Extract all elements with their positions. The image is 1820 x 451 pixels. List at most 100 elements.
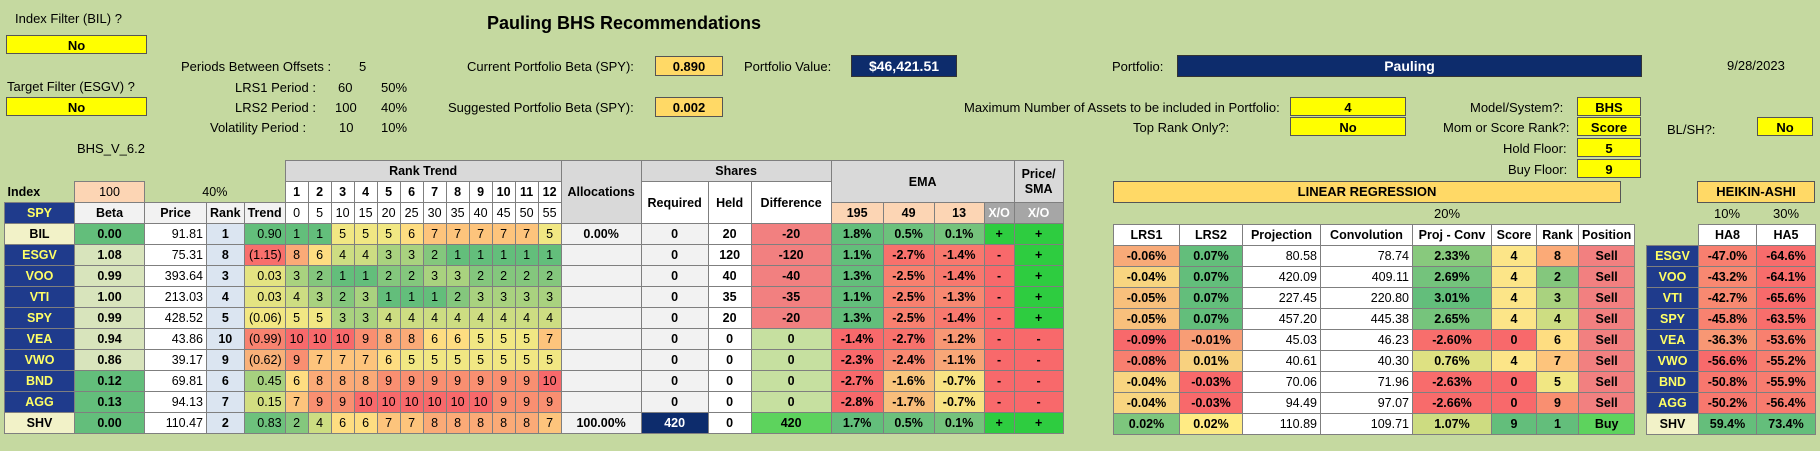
sma-xo-cell: + [1013, 244, 1064, 266]
trend-period-8: 8 [445, 181, 470, 203]
rank-trend-cell: 8 [376, 328, 401, 350]
convolution-cell: 109.71 [1320, 413, 1413, 435]
proj-conv-cell: -2.63% [1412, 371, 1492, 393]
lrs2-cell: 0.07% [1179, 308, 1243, 330]
difference-cell: 420 [750, 412, 832, 434]
lrs2-cell: -0.01% [1179, 329, 1243, 351]
model-input[interactable]: BHS [1577, 97, 1641, 116]
rank-cell: 5 [206, 307, 245, 329]
trend-cell: (0.99) [243, 328, 286, 350]
ha-col-ha8: HA8 [1698, 224, 1757, 246]
difference-cell: -40 [750, 265, 832, 287]
rank-trend-cell: 6 [353, 412, 378, 434]
held-cell: 0 [707, 349, 752, 371]
hold-floor-input[interactable]: 5 [1577, 138, 1641, 157]
mom-score-input[interactable]: Score [1577, 117, 1641, 136]
ema195-cell: 1.1% [830, 286, 884, 308]
ema-xo-cell: + [983, 412, 1015, 434]
rank-trend-cell: 5 [537, 349, 562, 371]
rank-cell: 9 [206, 349, 245, 371]
top-rank-input[interactable]: No [1290, 117, 1406, 136]
max-assets-input[interactable]: 4 [1290, 97, 1406, 116]
ticker-cell: VWO [4, 349, 75, 371]
ema-col-195: 195 [830, 202, 884, 224]
table-row: -0.04% 0.07% 420.09 409.11 2.69% 4 2 Sell [1113, 266, 1636, 288]
lr-weight-pct: 20% [1434, 206, 1461, 221]
allocation-cell [560, 391, 642, 413]
index-filter-input[interactable]: No [6, 35, 147, 54]
index-value: 100 [74, 181, 145, 203]
buy-floor-input[interactable]: 9 [1577, 159, 1641, 178]
position-cell: Sell [1577, 308, 1636, 330]
rank-trend-cell: 10 [445, 391, 470, 413]
ema-header: EMA [830, 160, 1015, 203]
rank-trend-cell: 8 [307, 370, 332, 392]
rank-trend-cell: 6 [284, 370, 309, 392]
position-cell: Sell [1577, 287, 1636, 309]
proj-conv-cell: 2.69% [1412, 266, 1492, 288]
price-cell: 393.64 [144, 265, 207, 287]
score-cell: 0 [1491, 329, 1537, 351]
lrs2-cell: 0.07% [1179, 266, 1243, 288]
required-cell: 0 [640, 370, 709, 392]
convolution-cell: 220.80 [1320, 287, 1413, 309]
target-filter-label: Target Filter (ESGV) ? [7, 79, 135, 94]
price-sma-header: Price/ SMA [1013, 160, 1064, 203]
table-row: -0.05% 0.07% 227.45 220.80 3.01% 4 3 Sell [1113, 287, 1636, 309]
ema195-cell: 1.3% [830, 265, 884, 287]
rank-trend-cell: 4 [445, 307, 470, 329]
rank-cell: 2 [206, 412, 245, 434]
rank-trend-cell: 9 [353, 328, 378, 350]
trend-period-1: 1 [284, 181, 309, 203]
rank-trend-cell: 4 [307, 412, 332, 434]
target-filter-input[interactable]: No [6, 97, 147, 116]
blsh-input[interactable]: No [1757, 117, 1813, 136]
volatility-pct: 10% [381, 120, 408, 135]
score-cell: 9 [1491, 413, 1537, 435]
ema-col-xo: X/O [983, 202, 1015, 224]
rank-trend-cell: 1 [514, 244, 539, 266]
difference-cell: -20 [750, 307, 832, 329]
ema13-cell: -0.7% [933, 370, 985, 392]
rank-trend-cell: 7 [468, 223, 493, 245]
rank-trend-cell: 1 [330, 265, 355, 287]
table-row: -0.04% -0.03% 70.06 71.96 -2.63% 0 5 Sell [1113, 371, 1636, 393]
price-cell: 69.81 [144, 370, 207, 392]
projection-cell: 80.58 [1242, 245, 1321, 267]
rank-trend-cell: 10 [537, 370, 562, 392]
ha-col-ha5: HA5 [1756, 224, 1816, 246]
lr-col-convolution: Convolution [1320, 224, 1413, 246]
position-cell: Sell [1577, 266, 1636, 288]
ha-ticker-cell: VEA [1646, 329, 1699, 351]
rank-trend-cell: 10 [468, 391, 493, 413]
difference-cell: 0 [750, 328, 832, 350]
ticker-cell: SHV [4, 412, 75, 434]
lrs2-cell: 0.02% [1179, 413, 1243, 435]
difference-cell: -35 [750, 286, 832, 308]
convolution-cell: 78.74 [1320, 245, 1413, 267]
rank-trend-cell: 5 [284, 307, 309, 329]
offsets-value: 5 [359, 59, 367, 74]
trend-period-4: 4 [353, 181, 378, 203]
ticker-cell: VTI [4, 286, 75, 308]
rank-trend-cell: 3 [284, 265, 309, 287]
portfolio-name[interactable]: Pauling [1177, 55, 1642, 77]
trend-offset-40: 40 [468, 202, 493, 224]
table-row: SHV 59.4% 73.4% [1646, 413, 1816, 435]
rank-trend-cell: 6 [330, 412, 355, 434]
ha8-cell: -43.2% [1698, 266, 1757, 288]
rank-cell: 7 [206, 391, 245, 413]
held-cell: 0 [707, 328, 752, 350]
lrs2-cell: -0.03% [1179, 392, 1243, 414]
table-row: BND -50.8% -55.9% [1646, 371, 1816, 393]
ema195-cell: -2.3% [830, 349, 884, 371]
current-beta-label: Current Portfolio Beta (SPY): [467, 59, 634, 74]
proj-conv-cell: -2.60% [1412, 329, 1492, 351]
lr-col-position: Position [1577, 224, 1636, 246]
col-header-rank: Rank [206, 202, 245, 224]
rank-trend-cell: 1 [284, 223, 309, 245]
convolution-cell: 40.30 [1320, 350, 1413, 372]
table-row: -0.04% -0.03% 94.49 97.07 -2.66% 0 9 Sell [1113, 392, 1636, 414]
linear-regression-table: LRS1 LRS2 Projection Convolution Proj - Conv… [1113, 224, 1636, 435]
ha-ticker-cell: BND [1646, 371, 1699, 393]
